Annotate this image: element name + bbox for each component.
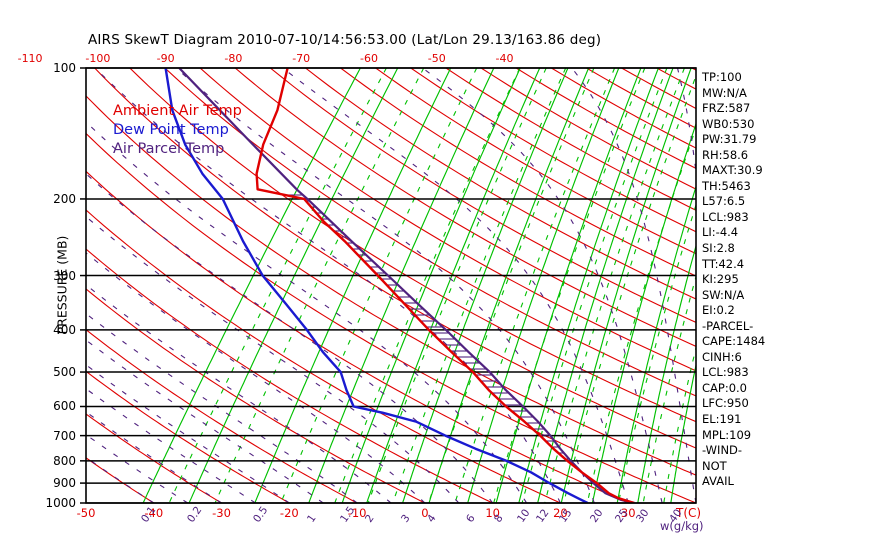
parameter-11: SI:2.8	[702, 241, 765, 257]
parameter-24: -WIND-	[702, 443, 765, 459]
top-temp-tick-m40: -40	[496, 52, 514, 65]
pressure-tick-700: 700	[30, 429, 76, 443]
pressure-tick-800: 800	[30, 454, 76, 468]
top-temp-tick-m80: -80	[224, 52, 242, 65]
bottom-temp-tick-m20: -20	[280, 506, 299, 520]
parameter-19: LCL:983	[702, 365, 765, 381]
top-temp-tick-m100: -100	[85, 52, 110, 65]
bottom-temp-tick-m30: -30	[212, 506, 231, 520]
pressure-tick-300: 300	[30, 269, 76, 283]
parameter-14: SW:N/A	[702, 288, 765, 304]
y-axis-label: PRESSURE (MB)	[55, 236, 70, 335]
parameter-21: LFC:950	[702, 396, 765, 412]
pressure-tick-600: 600	[30, 399, 76, 413]
pressure-tick-400: 400	[30, 323, 76, 337]
parameter-15: EI:0.2	[702, 303, 765, 319]
parameter-7: TH:5463	[702, 179, 765, 195]
parameter-10: LI:-4.4	[702, 225, 765, 241]
axis-ticks	[80, 68, 86, 503]
parameter-1: MW:N/A	[702, 86, 765, 102]
top-temp-tick-m70: -70	[292, 52, 310, 65]
top-temp-tick-m50: -50	[428, 52, 446, 65]
x-axis-mixing-label: w(g/kg)	[660, 519, 704, 533]
parameter-5: RH:58.6	[702, 148, 765, 164]
parameter-9: LCL:983	[702, 210, 765, 226]
pressure-tick-200: 200	[30, 192, 76, 206]
legend-item-dew-point-temp: Dew Point Temp	[113, 122, 229, 138]
parameter-3: WB0:530	[702, 117, 765, 133]
parameter-4: PW:31.79	[702, 132, 765, 148]
parameter-22: EL:191	[702, 412, 765, 428]
parameter-20: CAP:0.0	[702, 381, 765, 397]
parameter-8: L57:6.5	[702, 194, 765, 210]
parameter-list: TP:100MW:N/AFRZ:587WB0:530PW:31.79RH:58.…	[702, 70, 765, 490]
pressure-tick-1000: 1000	[30, 496, 76, 510]
parameter-13: KI:295	[702, 272, 765, 288]
parameter-23: MPL:109	[702, 428, 765, 444]
legend-item-ambient-air-temp: Ambient Air Temp	[113, 103, 242, 119]
parameter-26: AVAIL	[702, 474, 765, 490]
pressure-tick-500: 500	[30, 365, 76, 379]
parameter-16: -PARCEL-	[702, 319, 765, 335]
parameter-12: TT:42.4	[702, 257, 765, 273]
parameter-17: CAPE:1484	[702, 334, 765, 350]
parameter-25: NOT	[702, 459, 765, 475]
parameter-2: FRZ:587	[702, 101, 765, 117]
bottom-temp-tick-m50: -50	[77, 506, 96, 520]
top-temp-tick-m90: -90	[157, 52, 175, 65]
top-temp-tick-m110: -110	[18, 52, 43, 65]
pressure-tick-900: 900	[30, 476, 76, 490]
parameter-6: MAXT:30.9	[702, 163, 765, 179]
parameter-18: CINH:6	[702, 350, 765, 366]
top-temp-tick-m60: -60	[360, 52, 378, 65]
legend-item-air-parcel-temp: Air Parcel Temp	[113, 141, 224, 157]
skewt-diagram: AIRS SkewT Diagram 2010-07-10/14:56:53.0…	[0, 0, 870, 560]
parameter-0: TP:100	[702, 70, 765, 86]
